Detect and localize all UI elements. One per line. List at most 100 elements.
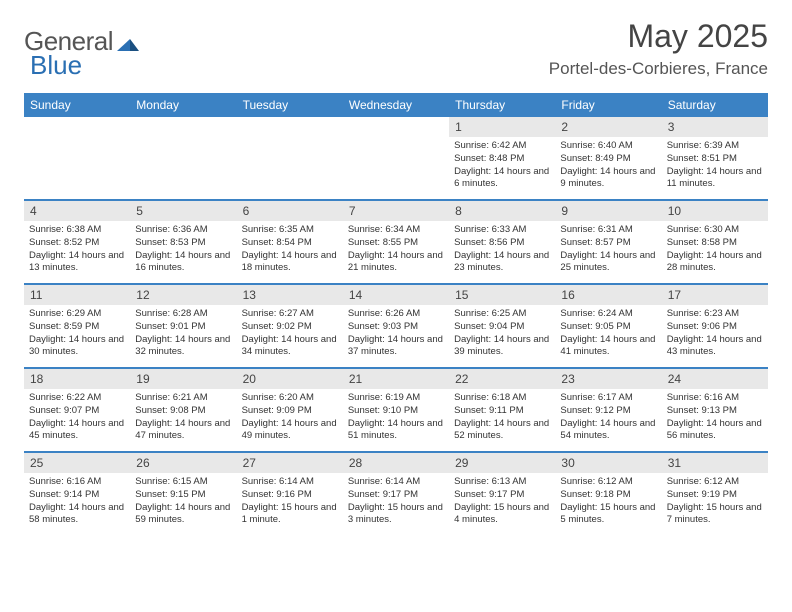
- day-cell: 7Sunrise: 6:34 AMSunset: 8:55 PMDaylight…: [343, 201, 449, 283]
- weekday-mon: Monday: [130, 93, 236, 117]
- sunrise: Sunrise: 6:39 AM: [667, 140, 763, 153]
- daylight: Daylight: 14 hours and 13 minutes.: [29, 250, 125, 276]
- day-cell: 10Sunrise: 6:30 AMSunset: 8:58 PMDayligh…: [662, 201, 768, 283]
- day-number: 19: [130, 369, 236, 389]
- daylight: Daylight: 14 hours and 41 minutes.: [560, 334, 656, 360]
- day-number: 24: [662, 369, 768, 389]
- day-info: Sunrise: 6:22 AMSunset: 9:07 PMDaylight:…: [24, 389, 130, 446]
- sunset: Sunset: 9:04 PM: [454, 321, 550, 334]
- calendar-page: General May 2025 Portel-des-Corbieres, F…: [0, 0, 792, 553]
- sunset: Sunset: 9:13 PM: [667, 405, 763, 418]
- day-number: 14: [343, 285, 449, 305]
- day-number: 15: [449, 285, 555, 305]
- day-cell: 23Sunrise: 6:17 AMSunset: 9:12 PMDayligh…: [555, 369, 661, 451]
- weekday-thu: Thursday: [449, 93, 555, 117]
- day-info: Sunrise: 6:39 AMSunset: 8:51 PMDaylight:…: [662, 137, 768, 194]
- sunrise: Sunrise: 6:17 AM: [560, 392, 656, 405]
- day-number: 22: [449, 369, 555, 389]
- daylight: Daylight: 15 hours and 4 minutes.: [454, 502, 550, 528]
- daylight: Daylight: 14 hours and 30 minutes.: [29, 334, 125, 360]
- weekday-tue: Tuesday: [237, 93, 343, 117]
- day-cell: 6Sunrise: 6:35 AMSunset: 8:54 PMDaylight…: [237, 201, 343, 283]
- sunset: Sunset: 9:06 PM: [667, 321, 763, 334]
- day-info: Sunrise: 6:13 AMSunset: 9:17 PMDaylight:…: [449, 473, 555, 530]
- day-number: 8: [449, 201, 555, 221]
- day-cell: 21Sunrise: 6:19 AMSunset: 9:10 PMDayligh…: [343, 369, 449, 451]
- sunset: Sunset: 9:03 PM: [348, 321, 444, 334]
- sunset: Sunset: 9:01 PM: [135, 321, 231, 334]
- weekday-sat: Saturday: [662, 93, 768, 117]
- day-cell: 12Sunrise: 6:28 AMSunset: 9:01 PMDayligh…: [130, 285, 236, 367]
- day-number: 12: [130, 285, 236, 305]
- day-info: Sunrise: 6:34 AMSunset: 8:55 PMDaylight:…: [343, 221, 449, 278]
- day-cell: 22Sunrise: 6:18 AMSunset: 9:11 PMDayligh…: [449, 369, 555, 451]
- week-row: 18Sunrise: 6:22 AMSunset: 9:07 PMDayligh…: [24, 369, 768, 453]
- day-info: Sunrise: 6:24 AMSunset: 9:05 PMDaylight:…: [555, 305, 661, 362]
- sunset: Sunset: 8:57 PM: [560, 237, 656, 250]
- day-number: 28: [343, 453, 449, 473]
- sunrise: Sunrise: 6:19 AM: [348, 392, 444, 405]
- location: Portel-des-Corbieres, France: [549, 59, 768, 79]
- day-number: 2: [555, 117, 661, 137]
- sunrise: Sunrise: 6:21 AM: [135, 392, 231, 405]
- sunset: Sunset: 8:52 PM: [29, 237, 125, 250]
- sunset: Sunset: 8:53 PM: [135, 237, 231, 250]
- day-number: 5: [130, 201, 236, 221]
- daylight: Daylight: 14 hours and 34 minutes.: [242, 334, 338, 360]
- day-info: Sunrise: 6:28 AMSunset: 9:01 PMDaylight:…: [130, 305, 236, 362]
- sunset: Sunset: 9:05 PM: [560, 321, 656, 334]
- day-number: 11: [24, 285, 130, 305]
- day-number: 4: [24, 201, 130, 221]
- sunrise: Sunrise: 6:14 AM: [242, 476, 338, 489]
- day-info: Sunrise: 6:18 AMSunset: 9:11 PMDaylight:…: [449, 389, 555, 446]
- sunrise: Sunrise: 6:13 AM: [454, 476, 550, 489]
- sunrise: Sunrise: 6:34 AM: [348, 224, 444, 237]
- sunrise: Sunrise: 6:26 AM: [348, 308, 444, 321]
- day-info: Sunrise: 6:20 AMSunset: 9:09 PMDaylight:…: [237, 389, 343, 446]
- sunrise: Sunrise: 6:25 AM: [454, 308, 550, 321]
- day-number: 7: [343, 201, 449, 221]
- sunset: Sunset: 9:17 PM: [348, 489, 444, 502]
- day-number: 30: [555, 453, 661, 473]
- week-row: 25Sunrise: 6:16 AMSunset: 9:14 PMDayligh…: [24, 453, 768, 535]
- day-cell: 9Sunrise: 6:31 AMSunset: 8:57 PMDaylight…: [555, 201, 661, 283]
- daylight: Daylight: 14 hours and 47 minutes.: [135, 418, 231, 444]
- sunset: Sunset: 9:19 PM: [667, 489, 763, 502]
- day-cell: [343, 117, 449, 199]
- sunrise: Sunrise: 6:14 AM: [348, 476, 444, 489]
- sunset: Sunset: 8:48 PM: [454, 153, 550, 166]
- day-info: Sunrise: 6:42 AMSunset: 8:48 PMDaylight:…: [449, 137, 555, 194]
- day-cell: 5Sunrise: 6:36 AMSunset: 8:53 PMDaylight…: [130, 201, 236, 283]
- day-info: Sunrise: 6:21 AMSunset: 9:08 PMDaylight:…: [130, 389, 236, 446]
- daylight: Daylight: 14 hours and 51 minutes.: [348, 418, 444, 444]
- day-info: Sunrise: 6:14 AMSunset: 9:17 PMDaylight:…: [343, 473, 449, 530]
- week-row: 11Sunrise: 6:29 AMSunset: 8:59 PMDayligh…: [24, 285, 768, 369]
- daylight: Daylight: 14 hours and 37 minutes.: [348, 334, 444, 360]
- day-info: Sunrise: 6:16 AMSunset: 9:14 PMDaylight:…: [24, 473, 130, 530]
- daylight: Daylight: 14 hours and 6 minutes.: [454, 166, 550, 192]
- daylight: Daylight: 14 hours and 39 minutes.: [454, 334, 550, 360]
- sunset: Sunset: 8:56 PM: [454, 237, 550, 250]
- day-cell: 11Sunrise: 6:29 AMSunset: 8:59 PMDayligh…: [24, 285, 130, 367]
- day-number: 13: [237, 285, 343, 305]
- day-number: 26: [130, 453, 236, 473]
- day-info: Sunrise: 6:15 AMSunset: 9:15 PMDaylight:…: [130, 473, 236, 530]
- daylight: Daylight: 14 hours and 58 minutes.: [29, 502, 125, 528]
- day-cell: 8Sunrise: 6:33 AMSunset: 8:56 PMDaylight…: [449, 201, 555, 283]
- sunrise: Sunrise: 6:40 AM: [560, 140, 656, 153]
- daylight: Daylight: 15 hours and 1 minute.: [242, 502, 338, 528]
- sunset: Sunset: 9:16 PM: [242, 489, 338, 502]
- sunrise: Sunrise: 6:12 AM: [560, 476, 656, 489]
- sunrise: Sunrise: 6:31 AM: [560, 224, 656, 237]
- day-cell: 1Sunrise: 6:42 AMSunset: 8:48 PMDaylight…: [449, 117, 555, 199]
- sunrise: Sunrise: 6:27 AM: [242, 308, 338, 321]
- daylight: Daylight: 14 hours and 56 minutes.: [667, 418, 763, 444]
- day-cell: [237, 117, 343, 199]
- day-cell: 24Sunrise: 6:16 AMSunset: 9:13 PMDayligh…: [662, 369, 768, 451]
- sunset: Sunset: 9:07 PM: [29, 405, 125, 418]
- weekday-fri: Friday: [555, 93, 661, 117]
- day-number: 3: [662, 117, 768, 137]
- daylight: Daylight: 15 hours and 3 minutes.: [348, 502, 444, 528]
- weekday-wed: Wednesday: [343, 93, 449, 117]
- sunset: Sunset: 8:54 PM: [242, 237, 338, 250]
